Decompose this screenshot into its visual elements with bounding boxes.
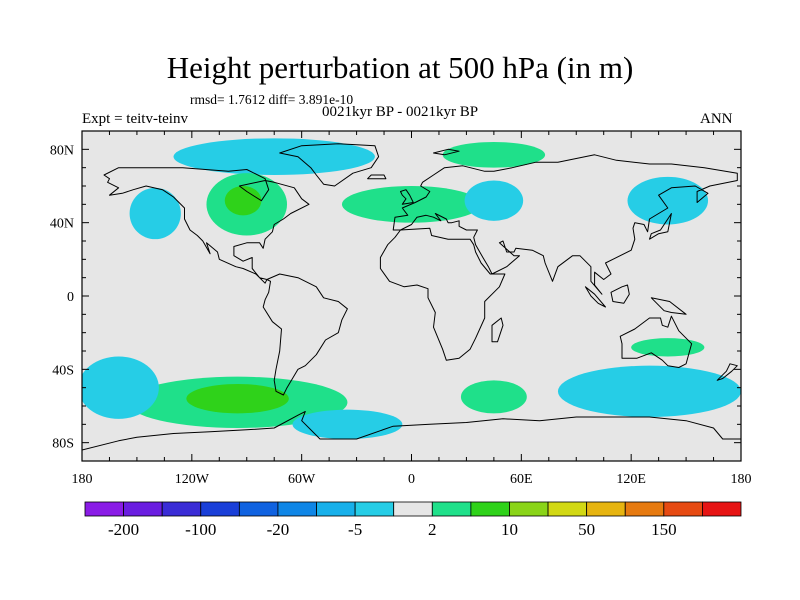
colorbar-box <box>316 501 356 517</box>
coastline-africa <box>379 227 506 361</box>
colorbar-label: 150 <box>651 520 677 539</box>
colorbar-box <box>431 501 472 517</box>
colorbar-label: 10 <box>501 520 518 539</box>
coastline-iceland <box>367 174 387 180</box>
map-title: Height perturbation at 500 hPa (in m) <box>166 50 634 85</box>
lon-tick-label: 180 <box>72 472 93 487</box>
colorbar-label: -20 <box>267 520 290 539</box>
colorbar-box <box>702 501 742 517</box>
lon-tick-label: 120E <box>616 472 646 487</box>
lat-tick-label: 40S <box>52 363 74 378</box>
lat-tick-label: 40N <box>50 217 74 232</box>
anomaly-region <box>460 380 527 414</box>
coastline-north-america <box>103 167 310 284</box>
anomaly-region <box>186 384 289 414</box>
colorbar-box <box>509 501 549 517</box>
coastline-south-america <box>262 273 348 396</box>
colorbar-label: -5 <box>348 520 362 539</box>
coastline-japan <box>649 213 672 240</box>
perturbation-field <box>82 131 741 461</box>
colorbar-box <box>123 501 163 517</box>
colorbar-box <box>238 501 279 517</box>
lon-tick-label: 0 <box>408 472 415 487</box>
experiment-label: Expt = teitv-teinv <box>82 111 188 127</box>
colorbar-box <box>277 501 317 517</box>
coastline-australia <box>619 315 693 368</box>
coastline-greenland <box>279 143 380 187</box>
anomaly-region <box>173 138 375 176</box>
anomaly-region <box>627 176 709 225</box>
season-label: ANN <box>700 111 733 127</box>
lon-tick-label: 60E <box>510 472 533 487</box>
colorbar-box <box>470 501 510 517</box>
rmsd-stats: rmsd= 1.7612 diff= 3.891e-10 <box>190 92 354 107</box>
anomaly-region <box>292 409 403 440</box>
colorbar-box <box>393 501 433 517</box>
colorbar-box <box>547 501 588 517</box>
coastline-great-britain <box>400 189 414 205</box>
anomaly-region <box>464 180 524 221</box>
colorbar-box <box>354 501 395 517</box>
anomaly-region <box>129 187 181 240</box>
anomaly-region <box>82 356 159 419</box>
colorbar: -200 -100 -20 -5 2 10 50 150 <box>84 501 742 539</box>
coastline-antarctica <box>82 411 741 451</box>
colorbar-label: 2 <box>428 520 437 539</box>
coastlines <box>82 143 741 451</box>
anomaly-region <box>224 186 262 216</box>
colorbar-box <box>624 501 665 517</box>
colorbar-box <box>161 501 202 517</box>
lat-tick-label: 80N <box>50 143 74 158</box>
coastline-borneo <box>610 284 630 304</box>
coastline-eurasia <box>392 154 738 295</box>
anomaly-region <box>631 338 705 357</box>
colorbar-label: 50 <box>578 520 595 539</box>
lat-tick-label: 80S <box>52 437 74 452</box>
coastline-madagascar <box>491 317 504 343</box>
colorbar-box <box>586 501 626 517</box>
colorbar-box <box>663 501 703 517</box>
anomaly-regions <box>82 138 741 440</box>
axis-ticks: 180 120W 60W 0 60E 120E 180 80N 40N 0 40S 80S <box>50 131 752 487</box>
colorbar-label: -200 <box>108 520 139 539</box>
anomaly-region <box>442 142 546 168</box>
lon-tick-label: 180 <box>731 472 752 487</box>
colorbar-label: -100 <box>185 520 216 539</box>
coastline-new-zealand <box>716 363 738 381</box>
coastline-new-guinea <box>650 297 687 315</box>
anomaly-region <box>557 365 741 418</box>
colorbar-box <box>200 501 240 517</box>
coastline-sumatra <box>584 286 606 308</box>
lon-tick-label: 120W <box>175 472 210 487</box>
coastline-svalbard <box>433 148 460 156</box>
lat-tick-label: 0 <box>67 290 74 305</box>
lon-tick-label: 60W <box>288 472 316 487</box>
period-label: 0021kyr BP - 0021kyr BP <box>322 104 479 120</box>
colorbar-box <box>84 501 124 517</box>
